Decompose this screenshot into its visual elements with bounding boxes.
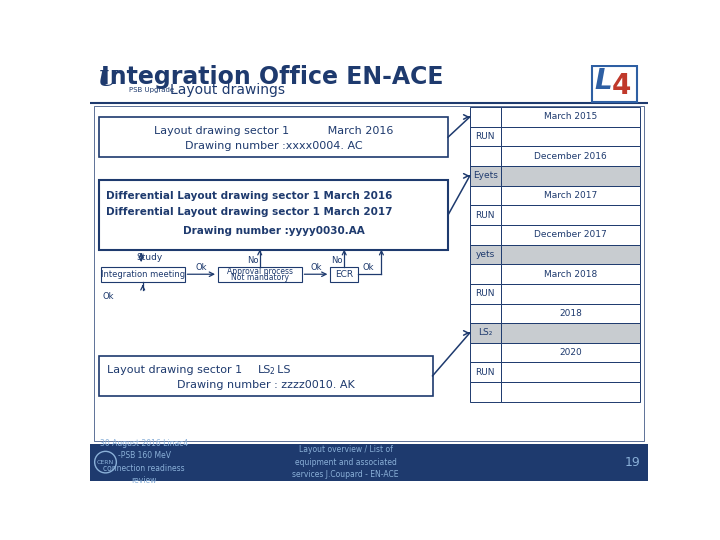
- Text: Differential Layout drawing sector 1 March 2016: Differential Layout drawing sector 1 Mar…: [106, 191, 392, 201]
- Bar: [500, 225, 640, 245]
- Text: Integration meeting: Integration meeting: [101, 270, 185, 279]
- Text: 2018: 2018: [559, 309, 582, 318]
- Text: CERN: CERN: [97, 460, 114, 464]
- Text: Drawing number : zzzz0010. AK: Drawing number : zzzz0010. AK: [177, 380, 355, 390]
- Text: No: No: [247, 256, 258, 265]
- Text: RUN: RUN: [475, 368, 495, 377]
- Bar: [469, 362, 500, 382]
- Bar: [500, 107, 640, 127]
- Text: Ok: Ok: [195, 263, 207, 272]
- Bar: [500, 382, 640, 402]
- Bar: [218, 267, 302, 282]
- Bar: [90, 444, 648, 481]
- Bar: [99, 180, 448, 249]
- Bar: [469, 225, 500, 245]
- Bar: [500, 205, 640, 225]
- Text: U: U: [97, 69, 117, 91]
- Bar: [500, 264, 640, 284]
- Text: Ok: Ok: [310, 263, 322, 272]
- Text: December 2017: December 2017: [534, 230, 607, 239]
- Bar: [99, 117, 448, 157]
- Bar: [500, 303, 640, 323]
- Bar: [500, 284, 640, 303]
- Bar: [500, 362, 640, 382]
- Bar: [469, 264, 500, 284]
- Text: Layout drawings: Layout drawings: [170, 83, 285, 97]
- Text: RUN: RUN: [475, 132, 495, 141]
- Text: 4: 4: [612, 72, 631, 100]
- Text: LS₂: LS₂: [478, 328, 492, 338]
- Bar: [593, 66, 637, 102]
- Bar: [90, 65, 648, 105]
- Bar: [469, 186, 500, 205]
- Bar: [500, 146, 640, 166]
- Text: Drawing number :yyyy0030.AA: Drawing number :yyyy0030.AA: [183, 226, 364, 236]
- Text: Study: Study: [137, 253, 163, 262]
- Text: Layout drawing sector 1          LS: Layout drawing sector 1 LS: [107, 365, 291, 375]
- Bar: [469, 343, 500, 362]
- Bar: [101, 267, 184, 282]
- Bar: [330, 267, 358, 282]
- Text: PSB Upgrade: PSB Upgrade: [129, 87, 174, 93]
- Text: RUN: RUN: [475, 289, 495, 298]
- Text: Eyets: Eyets: [473, 171, 498, 180]
- Bar: [469, 166, 500, 186]
- Bar: [469, 382, 500, 402]
- Bar: [469, 245, 500, 264]
- Bar: [469, 205, 500, 225]
- Bar: [500, 323, 640, 343]
- Text: 2: 2: [269, 367, 274, 376]
- Bar: [94, 106, 644, 441]
- Text: No: No: [331, 256, 343, 265]
- Text: Drawing number :xxxx0004. AC: Drawing number :xxxx0004. AC: [185, 141, 362, 151]
- Text: December 2016: December 2016: [534, 152, 607, 161]
- Text: March 2018: March 2018: [544, 269, 597, 279]
- Bar: [469, 303, 500, 323]
- Bar: [469, 107, 500, 127]
- Text: Integration Office EN-ACE: Integration Office EN-ACE: [101, 65, 444, 89]
- Bar: [469, 284, 500, 303]
- Text: Ok: Ok: [102, 292, 114, 301]
- Text: RUN: RUN: [475, 211, 495, 220]
- Bar: [469, 127, 500, 146]
- Text: 2020: 2020: [559, 348, 582, 357]
- Bar: [469, 323, 500, 343]
- Text: Not mandatory: Not mandatory: [230, 273, 289, 282]
- Text: 30 August 2016 Linac4
-PSB 160 MeV
connection readiness
review: 30 August 2016 Linac4 -PSB 160 MeV conne…: [100, 439, 189, 485]
- Bar: [500, 166, 640, 186]
- Bar: [99, 356, 433, 396]
- Bar: [500, 343, 640, 362]
- Text: March 2017: March 2017: [544, 191, 597, 200]
- Bar: [469, 146, 500, 166]
- Text: 19: 19: [625, 456, 640, 469]
- Text: Layout drawing sector 1           March 2016: Layout drawing sector 1 March 2016: [154, 126, 393, 136]
- Text: March 2015: March 2015: [544, 112, 597, 122]
- Text: yets: yets: [476, 250, 495, 259]
- Text: L: L: [594, 67, 612, 95]
- Text: Approval process: Approval process: [227, 267, 293, 275]
- Text: Ok: Ok: [362, 263, 374, 272]
- Text: LS: LS: [258, 365, 271, 375]
- Bar: [500, 127, 640, 146]
- Text: Layout overview / List of
equipment and associated
services J.Coupard - EN-ACE: Layout overview / List of equipment and …: [292, 445, 399, 479]
- Text: ECR: ECR: [335, 270, 354, 279]
- Bar: [500, 186, 640, 205]
- Bar: [500, 245, 640, 264]
- Text: Differential Layout drawing sector 1 March 2017: Differential Layout drawing sector 1 Mar…: [106, 207, 392, 217]
